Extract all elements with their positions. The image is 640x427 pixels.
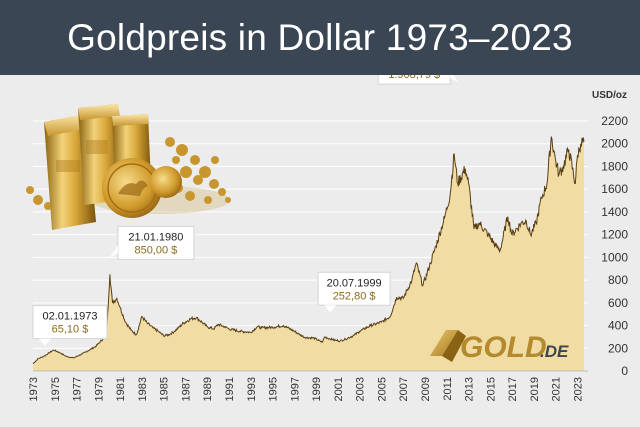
callout-pointer xyxy=(450,75,459,83)
y-tick-label: 200 xyxy=(608,341,628,355)
y-tick-label: 2000 xyxy=(601,137,628,151)
x-tick-label: 1985 xyxy=(159,377,171,401)
x-tick-label: 2001 xyxy=(333,377,345,401)
y-tick-label: 1600 xyxy=(601,182,628,196)
x-tick-label: 1987 xyxy=(181,377,193,401)
price-area xyxy=(32,136,585,371)
y-axis-unit-label: USD/oz xyxy=(592,90,627,101)
callout-price: 65,10 $ xyxy=(52,324,89,336)
x-tick-label: 2019 xyxy=(529,377,541,401)
x-tick-label: 2009 xyxy=(420,377,432,401)
price-callout: 06.09.20111.908,79 $ xyxy=(377,75,459,85)
x-tick-label: 2007 xyxy=(398,377,410,401)
x-tick-label: 2011 xyxy=(442,377,454,401)
x-tick-label: 2023 xyxy=(573,377,585,401)
callout-pointer xyxy=(109,245,118,258)
gold-bars-illustration xyxy=(26,104,231,230)
callout-date: 21.01.1980 xyxy=(128,231,183,243)
logo-text: GOLD xyxy=(460,331,547,364)
y-tick-label: 1200 xyxy=(601,228,628,242)
y-tick-label: 800 xyxy=(608,273,628,287)
y-tick-label: 1400 xyxy=(601,205,628,219)
x-tick-label: 1977 xyxy=(72,377,84,401)
x-tick-label: 2005 xyxy=(377,377,389,401)
y-tick-label: 1800 xyxy=(601,159,628,173)
x-tick-label: 2015 xyxy=(485,377,497,401)
callout-price: 850,00 $ xyxy=(134,244,177,256)
callout-pointer xyxy=(39,338,51,346)
callout-box xyxy=(117,225,195,260)
x-tick-label: 1995 xyxy=(268,377,280,401)
callout-box xyxy=(317,271,391,306)
callout-date: 02.01.1973 xyxy=(42,311,97,323)
y-tick-label: 400 xyxy=(608,319,628,333)
x-tick-label: 1997 xyxy=(289,377,301,401)
callout-price: 1.908,79 $ xyxy=(388,75,440,81)
x-tick-label: 2003 xyxy=(355,377,367,401)
chart-title: Goldpreis in Dollar 1973–2023 xyxy=(67,17,573,58)
y-tick-label: 2200 xyxy=(601,114,628,128)
x-tick-label: 1981 xyxy=(115,377,127,401)
x-tick-label: 1989 xyxy=(202,377,214,401)
x-tick-label: 2013 xyxy=(464,377,476,401)
callout-box xyxy=(32,305,108,340)
x-tick-label: 1999 xyxy=(311,377,323,401)
price-area-fill xyxy=(33,136,584,371)
x-tick-label: 2021 xyxy=(551,377,563,401)
title-bar: Goldpreis in Dollar 1973–2023 xyxy=(0,0,640,75)
y-tick-label: 0 xyxy=(621,364,628,378)
x-tick-label: 1975 xyxy=(50,377,62,401)
x-tick-label: 1979 xyxy=(93,377,105,401)
callout-box xyxy=(377,75,451,85)
x-tick-label: 1991 xyxy=(224,377,236,401)
x-tick-label: 1983 xyxy=(137,377,149,401)
callout-date: 20.07.1999 xyxy=(327,277,382,289)
logo-suffix-text: .DE xyxy=(540,342,569,361)
price-line xyxy=(32,136,585,364)
x-tick-label: 1973 xyxy=(28,377,40,401)
gold-de-logo: GOLD .DE xyxy=(430,330,569,364)
callout-price: 252,80 $ xyxy=(333,290,376,302)
y-tick-label: 1000 xyxy=(601,250,628,264)
y-tick-label: 600 xyxy=(608,296,628,310)
x-tick-label: 1993 xyxy=(246,377,258,401)
callout-pointer xyxy=(324,305,337,313)
axes: 0 200 400 600 800 1000 1200 1400 1600 1800 2000 220… xyxy=(28,90,628,401)
x-tick-label: 2017 xyxy=(507,377,519,401)
gold-price-chart: GOLD .DE 0 200 400 600 800 1000 1200 1400 1600 18… xyxy=(26,75,628,401)
